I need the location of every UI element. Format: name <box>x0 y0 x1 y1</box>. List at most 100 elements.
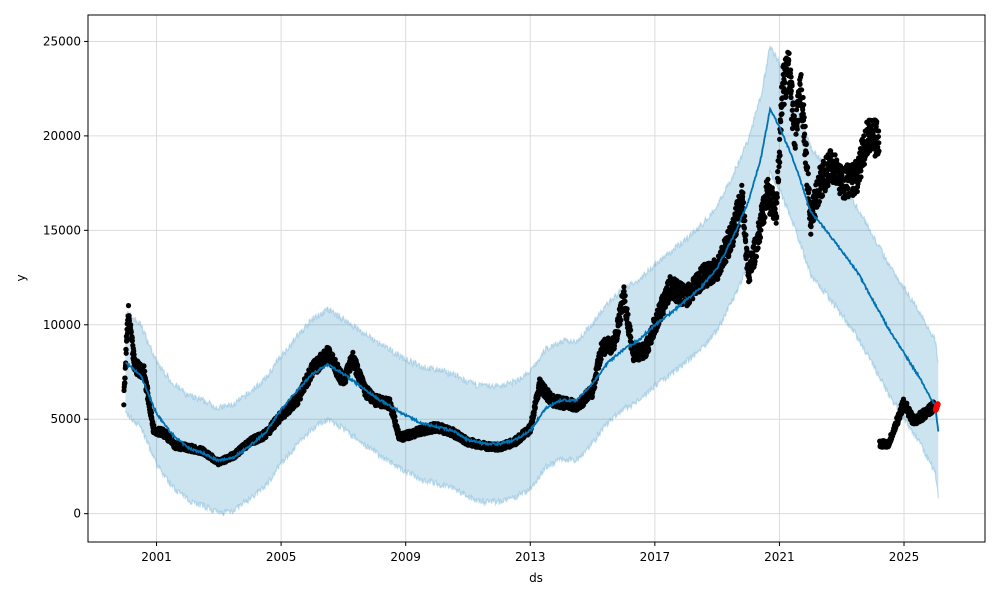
y-axis-label: y <box>14 274 28 281</box>
observed-point <box>800 107 806 113</box>
observed-point <box>874 119 880 125</box>
observed-point <box>772 206 778 212</box>
observed-point <box>777 159 783 165</box>
observed-point <box>723 259 729 265</box>
observed-point <box>777 152 783 158</box>
observed-point <box>628 327 634 333</box>
observed-point <box>646 347 652 353</box>
observed-point <box>598 356 604 362</box>
observed-point <box>129 338 135 344</box>
observed-point <box>740 194 746 200</box>
observed-point <box>295 401 301 407</box>
observed-point <box>844 169 850 175</box>
highlight-point <box>934 401 941 408</box>
highlight-points <box>932 401 941 413</box>
x-tick-label: 2025 <box>889 550 920 564</box>
observed-point <box>755 245 761 251</box>
x-tick-label: 2021 <box>764 550 795 564</box>
observed-point <box>761 220 767 226</box>
y-tick-label: 20000 <box>43 129 81 143</box>
observed-point <box>740 190 746 196</box>
observed-point <box>786 58 792 64</box>
observed-point <box>125 303 132 309</box>
observed-point <box>744 253 751 259</box>
observed-point <box>798 72 804 78</box>
y-tick-label: 15000 <box>43 223 81 237</box>
observed-point <box>624 306 630 312</box>
observed-point <box>806 186 812 192</box>
observed-point <box>858 174 864 180</box>
observed-point <box>794 107 800 113</box>
observed-point <box>753 254 760 260</box>
observed-point <box>802 123 808 129</box>
observed-point <box>801 102 807 108</box>
observed-point <box>799 87 805 93</box>
observed-point <box>142 368 148 374</box>
uncertainty-band <box>124 45 939 517</box>
observed-point <box>622 293 628 299</box>
observed-point <box>123 350 129 356</box>
observed-point <box>667 275 674 281</box>
observed-point <box>758 227 764 233</box>
observed-point <box>774 194 780 200</box>
observed-point <box>128 322 134 328</box>
observed-point <box>121 402 127 408</box>
plot-frame <box>87 14 986 543</box>
observed-point <box>757 238 763 245</box>
observed-point <box>762 214 768 220</box>
observed-point <box>778 119 784 125</box>
observed-point <box>618 317 624 323</box>
observed-point <box>861 133 867 139</box>
observed-point <box>622 298 628 304</box>
observed-point <box>858 168 864 174</box>
observed-point <box>730 242 736 249</box>
observed-point <box>861 138 867 144</box>
observed-point <box>854 172 860 178</box>
observed-point <box>686 299 693 306</box>
y-tick-label: 0 <box>73 507 81 521</box>
observed-point <box>773 220 779 226</box>
observed-point <box>832 152 838 158</box>
observed-point <box>904 400 910 406</box>
observed-point <box>788 94 794 101</box>
y-tick-label: 25000 <box>43 34 81 48</box>
observed-point <box>744 248 750 254</box>
x-tick-label: 2009 <box>390 550 421 564</box>
observed-point <box>802 131 808 137</box>
observed-point <box>792 145 798 151</box>
observed-point <box>786 50 792 57</box>
uncertainty-area <box>125 45 939 516</box>
observed-point <box>741 225 748 231</box>
observed-point <box>775 169 781 175</box>
observed-point <box>592 384 598 390</box>
observed-point <box>776 177 782 183</box>
observed-point <box>739 182 745 188</box>
observed-point <box>839 173 845 179</box>
observed-point <box>805 165 811 171</box>
observed-point <box>742 218 748 224</box>
observed-point <box>776 164 782 170</box>
observed-point <box>791 113 797 119</box>
observed-point <box>769 185 775 191</box>
observed-point <box>752 258 758 264</box>
observed-point <box>750 250 756 256</box>
observed-point <box>774 213 780 219</box>
lower-bound-line <box>124 169 939 517</box>
observed-point <box>803 150 810 156</box>
observed-point <box>621 284 627 290</box>
observed-point <box>774 200 780 206</box>
observed-point <box>854 188 860 195</box>
observed-point <box>743 239 749 245</box>
observed-point <box>743 232 749 238</box>
observed-point <box>801 114 807 120</box>
observed-point <box>876 148 882 154</box>
observed-point <box>794 126 800 132</box>
observed-point <box>781 101 787 107</box>
upper-bound-line <box>124 45 939 412</box>
observed-point <box>789 107 795 113</box>
observed-point <box>789 83 795 89</box>
observed-point <box>876 140 882 146</box>
observed-point <box>834 157 840 163</box>
